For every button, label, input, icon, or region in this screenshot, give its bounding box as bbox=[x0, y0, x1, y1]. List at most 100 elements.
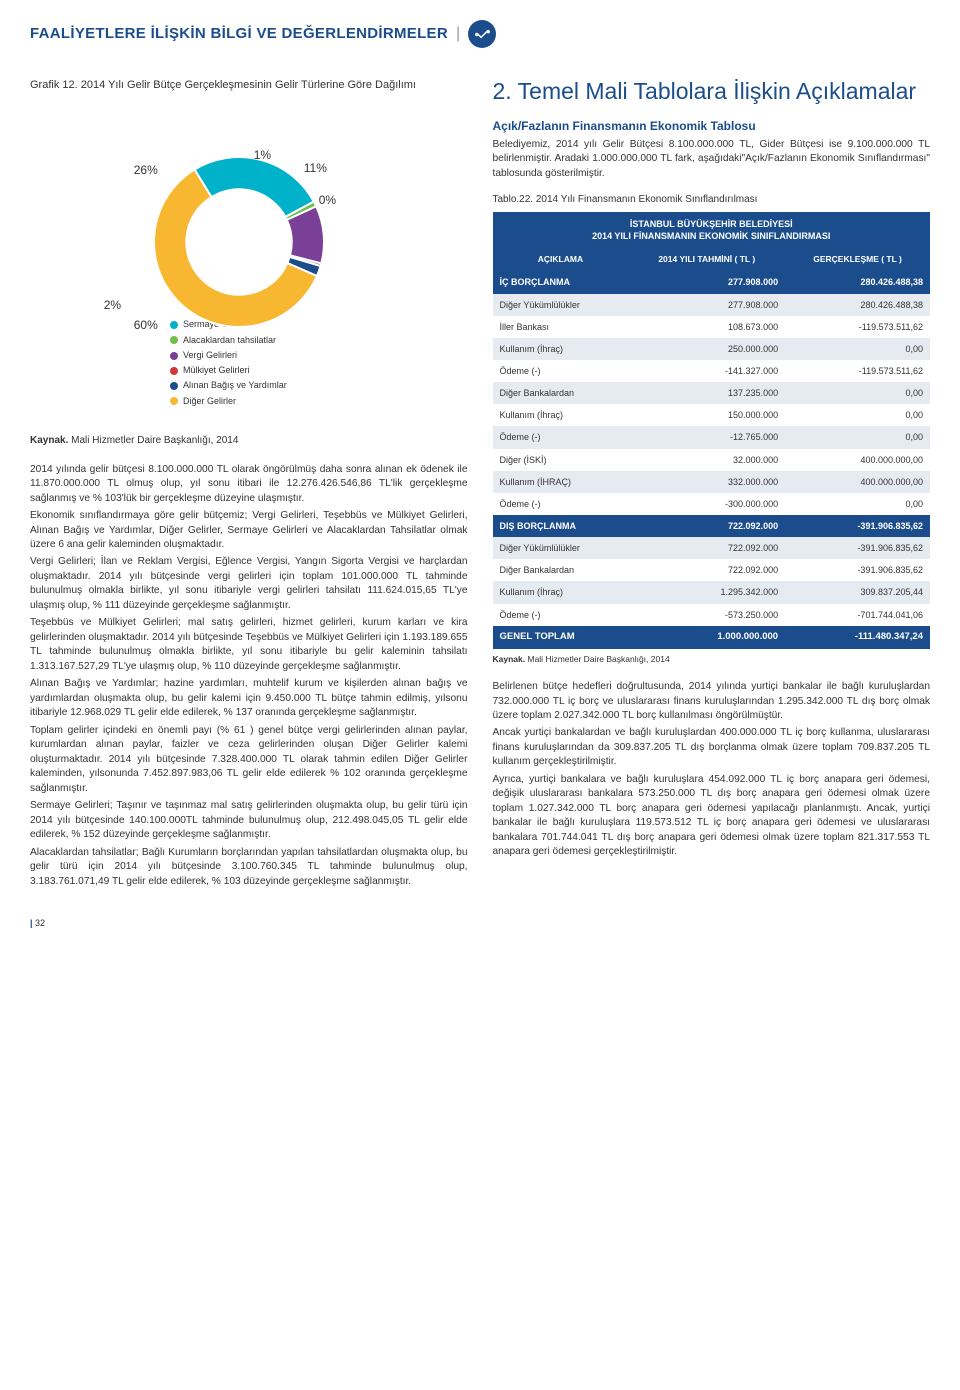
table-source: Kaynak. Mali Hizmetler Daire Başkanlığı,… bbox=[493, 654, 931, 665]
table-row: Ödeme (-)-12.765.0000,00 bbox=[493, 426, 931, 448]
table-row: Diğer Yükümlülükler277.908.000280.426.48… bbox=[493, 294, 931, 316]
table-cell: -391.906.835,62 bbox=[785, 559, 930, 581]
table-column-header: GERÇEKLEŞME ( TL ) bbox=[785, 248, 930, 271]
table-cell: 0,00 bbox=[785, 404, 930, 426]
legend-label: Diğer Gelirler bbox=[183, 394, 236, 409]
body-paragraph: Toplam gelirler içindeki en önemli payı … bbox=[30, 724, 468, 796]
table-cell: 1.295.342.000 bbox=[628, 581, 785, 603]
finance-table: İSTANBUL BÜYÜKŞEHİR BELEDİYESİ2014 YILI … bbox=[493, 212, 931, 649]
right-tail-text: Belirlenen bütçe hedefleri doğrultusunda… bbox=[493, 680, 931, 860]
table-row: GENEL TOPLAM1.000.000.000-111.480.347,24 bbox=[493, 626, 931, 649]
right-column: 2. Temel Mali Tablolara İlişkin Açıklama… bbox=[493, 78, 931, 892]
table-row: Diğer Bankalardan722.092.000-391.906.835… bbox=[493, 559, 931, 581]
donut-percent-label: 2% bbox=[104, 297, 121, 313]
chart-source: Kaynak. Mali Hizmetler Daire Başkanlığı,… bbox=[30, 434, 468, 448]
table-row: DIŞ BORÇLANMA722.092.000-391.906.835,62 bbox=[493, 515, 931, 537]
body-paragraph: Alacaklardan tahsilatlar; Bağlı Kurumlar… bbox=[30, 846, 468, 889]
table-cell: İÇ BORÇLANMA bbox=[493, 271, 629, 293]
body-paragraph: Ekonomik sınıflandırmaya göre gelir bütç… bbox=[30, 509, 468, 552]
page-header: FAALİYETLERE İLİŞKİN BİLGİ VE DEĞERLENDİ… bbox=[30, 20, 930, 48]
page-number-value: 32 bbox=[35, 918, 45, 928]
table-source-text: Mali Hizmetler Daire Başkanlığı, 2014 bbox=[527, 654, 669, 664]
table-row: Ödeme (-)-573.250.000-701.744.041,06 bbox=[493, 604, 931, 626]
table-cell: DIŞ BORÇLANMA bbox=[493, 515, 629, 537]
body-paragraph: 2014 yılında gelir bütçesi 8.100.000.000… bbox=[30, 463, 468, 506]
table-cell: 0,00 bbox=[785, 382, 930, 404]
body-paragraph: Ayrıca, yurtiçi bankalara ve bağlı kurul… bbox=[493, 773, 931, 860]
table-cell: Ödeme (-) bbox=[493, 426, 629, 448]
table-cell: 722.092.000 bbox=[628, 537, 785, 559]
table-cell: 32.000.000 bbox=[628, 449, 785, 471]
body-paragraph: Vergi Gelirleri; İlan ve Reklam Vergisi,… bbox=[30, 555, 468, 613]
table-cell: 277.908.000 bbox=[628, 271, 785, 293]
table-cell: 280.426.488,38 bbox=[785, 294, 930, 316]
subsection-title: Açık/Fazlanın Finansmanın Ekonomik Tablo… bbox=[493, 118, 931, 134]
table-cell: -573.250.000 bbox=[628, 604, 785, 626]
table-cell: Diğer Yükümlülükler bbox=[493, 537, 629, 559]
table-cell: 137.235.000 bbox=[628, 382, 785, 404]
table-cell: 108.673.000 bbox=[628, 316, 785, 338]
donut-percent-label: 26% bbox=[134, 162, 158, 178]
table-caption: Tablo.22. 2014 Yılı Finansmanın Ekonomik… bbox=[493, 193, 931, 207]
table-cell: 1.000.000.000 bbox=[628, 626, 785, 649]
table-cell: -141.327.000 bbox=[628, 360, 785, 382]
source-label: Kaynak. bbox=[30, 435, 68, 446]
table-row: İÇ BORÇLANMA277.908.000280.426.488,38 bbox=[493, 271, 931, 293]
donut-percent-label: 60% bbox=[134, 317, 158, 333]
legend-label: Alınan Bağış ve Yardımlar bbox=[183, 378, 287, 393]
donut-chart: 26%1%11%0%2%60% bbox=[109, 102, 389, 362]
table-row: Kullanım (İhraç)250.000.0000,00 bbox=[493, 338, 931, 360]
table-column-header: AÇIKLAMA bbox=[493, 248, 629, 271]
table-cell: 0,00 bbox=[785, 338, 930, 360]
body-paragraph: Ancak yurtiçi bankalardan ve bağlı kurul… bbox=[493, 726, 931, 769]
donut-percent-label: 11% bbox=[304, 160, 327, 176]
table-cell: -391.906.835,62 bbox=[785, 515, 930, 537]
table-cell: Kullanım (İhraç) bbox=[493, 581, 629, 603]
table-cell: -119.573.511,62 bbox=[785, 316, 930, 338]
table-cell: -391.906.835,62 bbox=[785, 537, 930, 559]
table-row: Ödeme (-)-300.000.0000,00 bbox=[493, 493, 931, 515]
table-cell: 400.000.000,00 bbox=[785, 471, 930, 493]
body-paragraph: Alınan Bağış ve Yardımlar; hazine yardım… bbox=[30, 677, 468, 720]
table-cell: Ödeme (-) bbox=[493, 493, 629, 515]
left-column: Grafik 12. 2014 Yılı Gelir Bütçe Gerçekl… bbox=[30, 78, 468, 892]
table-cell: -12.765.000 bbox=[628, 426, 785, 448]
table-source-label: Kaynak. bbox=[493, 654, 526, 664]
body-paragraph: Sermaye Gelirleri; Taşınır ve taşınmaz m… bbox=[30, 799, 468, 842]
table-cell: 332.000.000 bbox=[628, 471, 785, 493]
table-row: Diğer Yükümlülükler722.092.000-391.906.8… bbox=[493, 537, 931, 559]
legend-label: Mülkiyet Gelirleri bbox=[183, 363, 250, 378]
donut-percent-label: 1% bbox=[254, 147, 271, 163]
legend-item: Diğer Gelirler bbox=[170, 394, 468, 409]
table-super-header: İSTANBUL BÜYÜKŞEHİR BELEDİYESİ2014 YILI … bbox=[493, 212, 931, 248]
table-cell: 277.908.000 bbox=[628, 294, 785, 316]
table-cell: -701.744.041,06 bbox=[785, 604, 930, 626]
donut-segment bbox=[194, 157, 313, 217]
legend-dot-icon bbox=[170, 382, 178, 390]
body-paragraph: Teşebbüs ve Mülkiyet Gelirleri; mal satı… bbox=[30, 616, 468, 674]
chart-title: Grafik 12. 2014 Yılı Gelir Bütçe Gerçekl… bbox=[30, 78, 468, 92]
table-row: Kullanım (İHRAÇ)332.000.000400.000.000,0… bbox=[493, 471, 931, 493]
table-row: Kullanım (İhraç)1.295.342.000309.837.205… bbox=[493, 581, 931, 603]
table-row: Ödeme (-)-141.327.000-119.573.511,62 bbox=[493, 360, 931, 382]
legend-item: Mülkiyet Gelirleri bbox=[170, 363, 468, 378]
table-cell: Kullanım (İHRAÇ) bbox=[493, 471, 629, 493]
table-cell: -119.573.511,62 bbox=[785, 360, 930, 382]
table-cell: 250.000.000 bbox=[628, 338, 785, 360]
body-paragraph: Belirlenen bütçe hedefleri doğrultusunda… bbox=[493, 680, 931, 723]
table-cell: 309.837.205,44 bbox=[785, 581, 930, 603]
table-row: Kullanım (İhraç)150.000.0000,00 bbox=[493, 404, 931, 426]
legend-item: Alınan Bağış ve Yardımlar bbox=[170, 378, 468, 393]
table-cell: 400.000.000,00 bbox=[785, 449, 930, 471]
table-cell: 722.092.000 bbox=[628, 559, 785, 581]
table-cell: 722.092.000 bbox=[628, 515, 785, 537]
handshake-icon bbox=[468, 20, 496, 48]
table-column-header: 2014 YILI TAHMİNİ ( TL ) bbox=[628, 248, 785, 271]
table-cell: GENEL TOPLAM bbox=[493, 626, 629, 649]
section-title: 2. Temel Mali Tablolara İlişkin Açıklama… bbox=[493, 78, 931, 106]
table-cell: -300.000.000 bbox=[628, 493, 785, 515]
table-cell: İller Bankası bbox=[493, 316, 629, 338]
table-cell: Kullanım (İhraç) bbox=[493, 404, 629, 426]
table-row: Diğer (İSKİ)32.000.000400.000.000,00 bbox=[493, 449, 931, 471]
intro-paragraph: Belediyemiz, 2014 yılı Gelir Bütçesi 8.1… bbox=[493, 138, 931, 181]
